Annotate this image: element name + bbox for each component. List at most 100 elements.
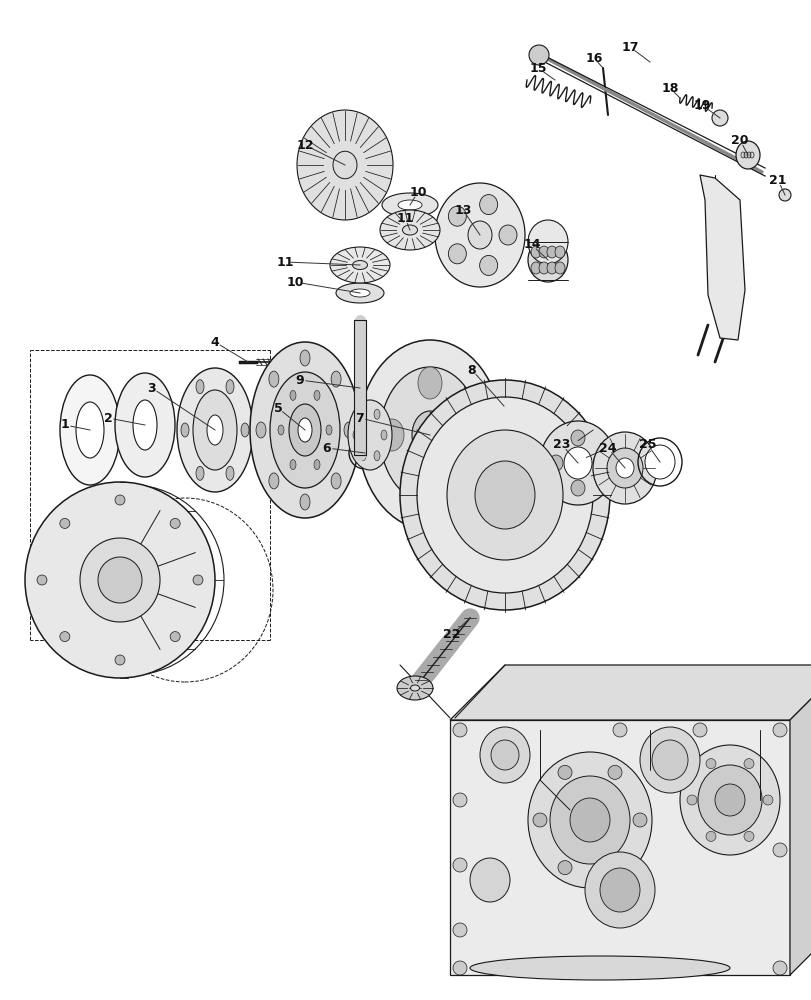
Ellipse shape [418,367,441,399]
Ellipse shape [607,448,642,488]
Ellipse shape [290,390,296,400]
Ellipse shape [592,455,607,471]
Ellipse shape [358,340,501,530]
Ellipse shape [195,466,204,480]
Ellipse shape [651,740,687,780]
Circle shape [705,831,715,841]
Circle shape [612,723,626,737]
Ellipse shape [435,183,525,287]
Ellipse shape [554,246,564,258]
Ellipse shape [181,423,189,437]
Ellipse shape [418,471,441,503]
Ellipse shape [448,206,466,226]
Text: 9: 9 [295,373,304,386]
Polygon shape [449,720,789,975]
Text: 12: 12 [296,139,313,152]
Circle shape [633,813,646,827]
Ellipse shape [539,262,548,274]
Ellipse shape [644,445,674,479]
Ellipse shape [397,200,422,210]
Text: 18: 18 [660,82,678,95]
Circle shape [453,723,466,737]
Ellipse shape [314,390,320,400]
Text: 16: 16 [585,52,602,65]
Circle shape [772,723,786,737]
Ellipse shape [331,371,341,387]
Ellipse shape [381,193,437,217]
Ellipse shape [446,430,562,560]
Ellipse shape [225,466,234,480]
Ellipse shape [359,409,366,419]
Ellipse shape [527,220,568,264]
Circle shape [778,189,790,201]
Ellipse shape [467,400,512,470]
Ellipse shape [277,425,284,435]
Circle shape [743,759,753,769]
Ellipse shape [359,451,366,461]
Text: 11: 11 [396,212,414,225]
Ellipse shape [195,380,204,394]
Ellipse shape [500,430,506,440]
Ellipse shape [193,390,237,470]
Ellipse shape [570,430,584,446]
Ellipse shape [329,247,389,283]
Ellipse shape [499,225,517,245]
Ellipse shape [547,246,556,258]
Ellipse shape [289,404,320,456]
Circle shape [60,518,70,528]
Circle shape [557,861,571,875]
Circle shape [772,961,786,975]
Ellipse shape [474,461,534,529]
Text: 1: 1 [61,418,69,432]
Circle shape [60,632,70,642]
Text: 20: 20 [731,134,748,147]
Ellipse shape [255,422,266,438]
Ellipse shape [584,852,654,928]
Ellipse shape [344,422,354,438]
Ellipse shape [354,443,375,463]
Ellipse shape [115,373,175,477]
Ellipse shape [549,776,629,864]
Ellipse shape [374,451,380,461]
Ellipse shape [735,141,759,169]
Ellipse shape [314,460,320,470]
Ellipse shape [548,455,562,471]
Ellipse shape [714,784,744,816]
Polygon shape [449,665,811,720]
Ellipse shape [290,460,296,470]
Text: 5: 5 [273,401,282,414]
Ellipse shape [374,409,380,419]
Ellipse shape [479,727,530,783]
Ellipse shape [397,676,432,700]
Text: 21: 21 [768,174,786,187]
Ellipse shape [525,413,534,423]
Text: 10: 10 [409,186,427,199]
Ellipse shape [493,451,500,461]
Ellipse shape [297,110,393,220]
Ellipse shape [448,244,466,264]
Ellipse shape [473,430,478,440]
Ellipse shape [331,473,341,489]
Ellipse shape [352,260,367,269]
Text: 14: 14 [522,238,540,251]
Ellipse shape [350,289,370,297]
Circle shape [743,831,753,841]
Ellipse shape [474,391,484,401]
Ellipse shape [616,458,633,478]
Ellipse shape [133,400,157,450]
Text: 3: 3 [148,381,157,394]
Circle shape [532,813,547,827]
Circle shape [705,759,715,769]
Text: 24: 24 [599,442,616,454]
Ellipse shape [491,740,518,770]
Circle shape [37,575,47,585]
Text: 15: 15 [529,62,546,75]
Circle shape [115,655,125,665]
Ellipse shape [470,858,509,902]
Ellipse shape [539,246,548,258]
Text: 8: 8 [467,363,476,376]
Ellipse shape [479,409,486,419]
Ellipse shape [270,372,340,488]
Ellipse shape [422,425,437,445]
Ellipse shape [410,685,419,691]
